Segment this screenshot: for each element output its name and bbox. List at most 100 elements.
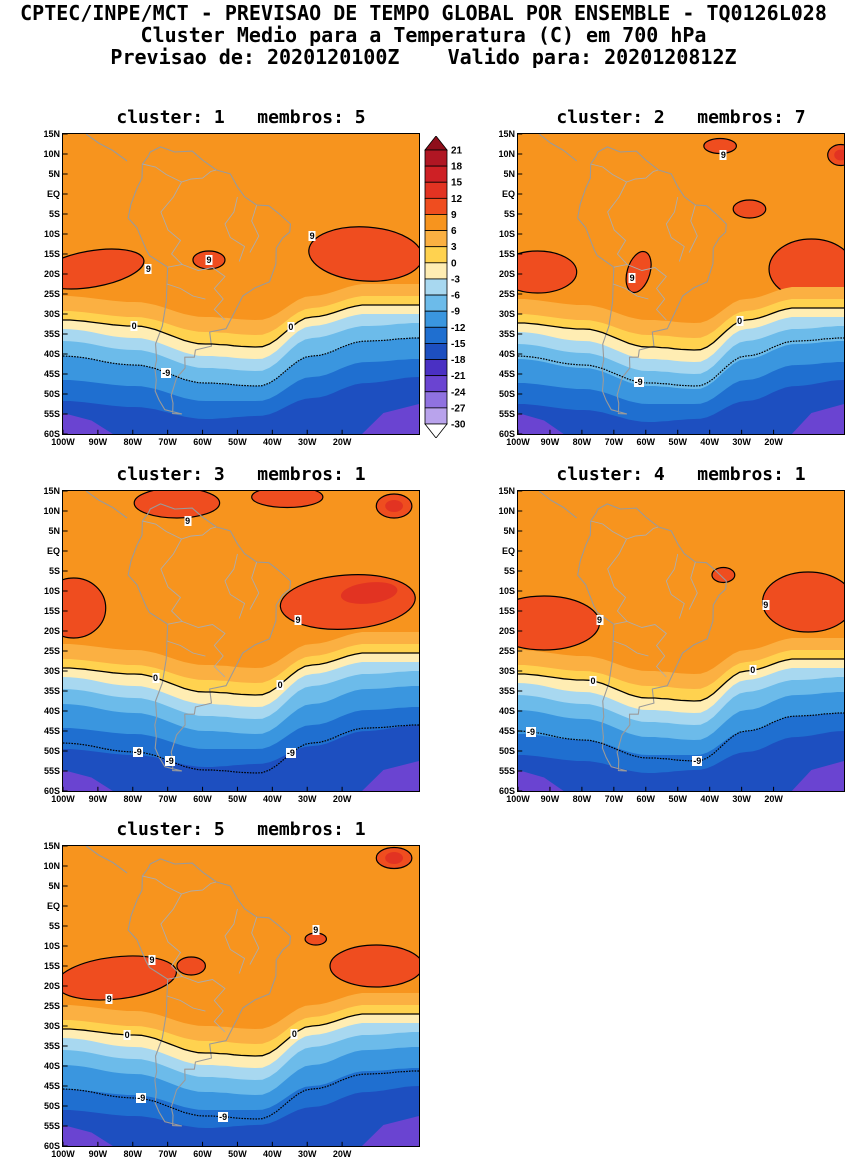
lat-tick-label: 10S: [498, 229, 515, 239]
coastline: [128, 859, 290, 1126]
temperature-band: [518, 731, 844, 791]
panel-title-4: cluster: 4 membros: 1: [556, 464, 806, 485]
warm-anomaly-region: [177, 957, 205, 975]
lat-tick-label: 10S: [43, 941, 60, 951]
coastline-central-america: [86, 491, 127, 518]
lat-tick-label: 35S: [43, 686, 60, 696]
colorbar-tick-label: 21: [451, 146, 463, 157]
panel-cluster-1: cluster: 1 membros: 5 15N 10N 5N EQ 5S 10S 15S…: [43, 107, 420, 447]
country-border: [225, 554, 245, 619]
lat-tick-label: EQ: [46, 546, 60, 556]
contour-label-9: 9: [595, 615, 604, 625]
lon-tick-label: 60W: [193, 1149, 212, 1159]
lat-tick-label: 45S: [43, 1081, 60, 1091]
country-border: [666, 197, 684, 262]
contour-label-0: 0: [290, 1028, 298, 1039]
coastline: [128, 147, 290, 414]
lon-tick-label: 70W: [158, 1149, 177, 1159]
lat-tick-label: 5S: [503, 209, 515, 219]
lat-tick-label: 10N: [43, 861, 60, 871]
country-border: [250, 205, 259, 252]
lon-tick-label: 60W: [636, 437, 656, 447]
cold-purple-corner-left: [63, 413, 113, 434]
lat-tick-label: 20S: [43, 626, 60, 636]
country-border: [591, 521, 658, 539]
country-border: [142, 876, 216, 894]
lon-tick-label: 60W: [193, 794, 212, 804]
country-border: [250, 917, 259, 964]
lon-tick-label: 20W: [764, 794, 783, 804]
lat-tick-label: 60S: [43, 429, 60, 439]
lat-tick-label: 50S: [498, 389, 515, 399]
cold-purple-corner-left: [518, 413, 564, 434]
cold-purple-corner-right: [362, 1116, 419, 1146]
contour-label-9: 9: [719, 150, 727, 160]
lon-tick-label: 40W: [263, 1149, 282, 1159]
lat-tick-label: 15S: [498, 249, 515, 259]
map-field-svg: [518, 134, 844, 434]
contour-label-0: 0: [736, 316, 744, 327]
lat-tick-label: 50S: [43, 389, 60, 399]
lon-tick-label: 80W: [123, 437, 143, 447]
zero-contour-line: [63, 653, 419, 695]
contour-label-9: 9: [312, 925, 320, 935]
lat-tick-label: 15N: [43, 841, 60, 851]
lat-tick-label: 45S: [498, 369, 515, 379]
temperature-band: [63, 377, 419, 434]
colorbar-tick-label: -21: [451, 371, 466, 382]
coastline: [128, 504, 290, 771]
lon-tick-label: 30W: [732, 437, 751, 447]
lat-tick-label: 15S: [498, 606, 515, 616]
lon-tick-label: 20W: [332, 794, 352, 804]
lon-tick-label: 40W: [263, 794, 282, 804]
temperature-band: [518, 380, 844, 434]
cold-purple-corner-right: [791, 404, 844, 434]
lon-tick-label: 100W: [506, 794, 530, 804]
colorbar-tick-label: -6: [451, 291, 460, 302]
lat-tick-label: 10N: [43, 149, 60, 159]
colorbar-segment: [424, 149, 448, 167]
lat-tick-label: 40S: [498, 349, 515, 359]
lat-tick-label: 5N: [503, 526, 515, 536]
lat-tick-label: 55S: [43, 1121, 60, 1131]
warm-anomaly-region: [518, 251, 577, 293]
colorbar-segment: [424, 310, 448, 328]
lat-tick-label: EQ: [46, 189, 60, 199]
lon-tick-label: 50W: [228, 794, 247, 804]
lat-tick-label: EQ: [501, 546, 515, 556]
colorbar-tick-label: 6: [451, 226, 457, 237]
lat-tick-label: 45S: [43, 726, 60, 736]
lat-tick-label: 60S: [498, 786, 515, 796]
contour-label-9: 9: [144, 264, 152, 274]
country-border: [161, 539, 182, 624]
country-border: [167, 996, 205, 1011]
lat-tick-label: 55S: [498, 409, 515, 419]
country-border: [167, 284, 205, 299]
lat-tick-label: 15S: [43, 249, 60, 259]
contour-label--9: -9: [692, 756, 703, 766]
colorbar-segment: [424, 391, 448, 409]
lat-tick-label: 60S: [498, 429, 515, 439]
colorbar-tick-label: -24: [451, 387, 466, 398]
lat-tick-label: 10S: [43, 586, 60, 596]
lat-tick-label: 35S: [498, 686, 515, 696]
header-line-3: Previsao de: 2020120100Z Valido para: 20…: [110, 45, 737, 69]
country-border: [666, 554, 684, 619]
lat-tick-label: 20S: [498, 626, 515, 636]
cold-purple-corner-right: [362, 404, 419, 434]
lat-tick-label: 5N: [48, 881, 60, 891]
country-border: [689, 205, 697, 252]
lon-tick-label: 90W: [88, 1149, 108, 1159]
contour-label--9: -9: [136, 1093, 147, 1104]
hot-core-region: [385, 500, 403, 512]
coastline-central-america: [539, 491, 576, 518]
zero-contour-line: [63, 305, 419, 347]
lon-tick-label: 100W: [51, 1149, 75, 1159]
lon-tick-label: 90W: [88, 794, 108, 804]
lon-tick-label: 30W: [297, 1149, 317, 1159]
colorbar-tick-label: 3: [451, 242, 457, 253]
hot-core-region: [834, 149, 844, 161]
lon-tick-label: 80W: [572, 794, 592, 804]
colorbar-tick-label: -9: [451, 307, 460, 318]
contour-label-9: 9: [105, 994, 113, 1004]
